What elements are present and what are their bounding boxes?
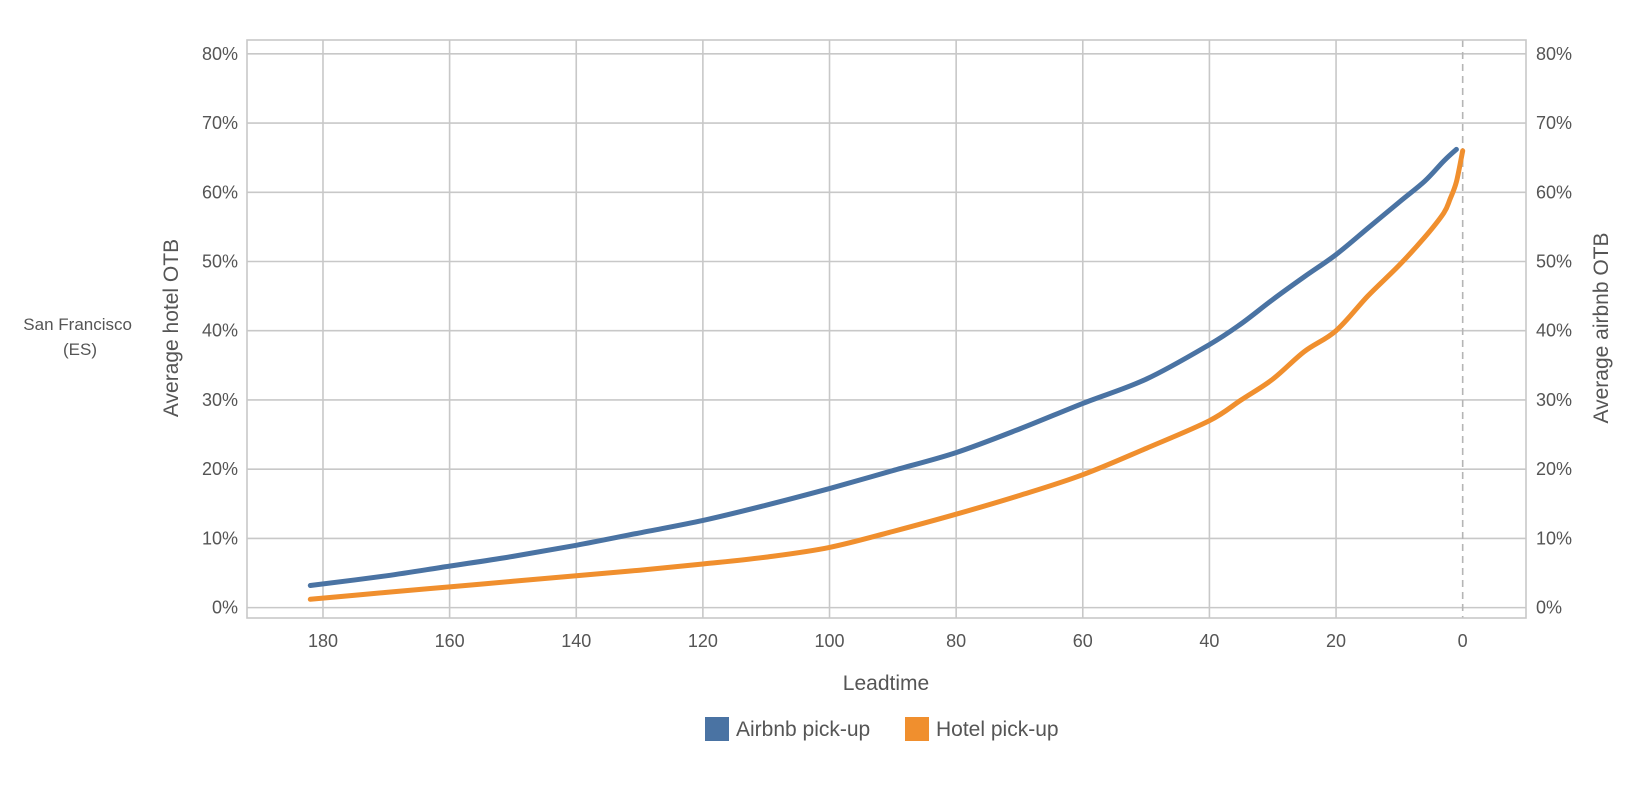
y-tick-label-left: 60% [202, 182, 238, 202]
x-tick-label: 160 [435, 631, 465, 651]
y-tick-label-left: 10% [202, 528, 238, 548]
series-line-hotel [307, 148, 1466, 602]
y-tick-label-right: 50% [1536, 252, 1572, 272]
y-tick-label-right: 30% [1536, 390, 1572, 410]
y-tick-label-left: 70% [202, 113, 238, 133]
y-axis-title-right: Average airbnb OTB [1590, 232, 1613, 423]
y-tick-label-left: 0% [212, 598, 238, 618]
legend-swatch-airbnb [705, 717, 729, 741]
y-tick-label-left: 20% [202, 459, 238, 479]
y-tick-label-right: 0% [1536, 598, 1562, 618]
x-tick-label: 140 [561, 631, 591, 651]
x-tick-label: 60 [1073, 631, 1093, 651]
legend-label-hotel: Hotel pick-up [936, 718, 1059, 741]
y-tick-label-right: 70% [1536, 113, 1572, 133]
x-tick-label: 80 [946, 631, 966, 651]
y-tick-label-left: 30% [202, 390, 238, 410]
x-axis-title: Leadtime [843, 672, 929, 695]
side-label: San Francisco (ES) [23, 315, 136, 359]
y-tick-label-right: 80% [1536, 44, 1572, 64]
legend-swatch-hotel [905, 717, 929, 741]
series-line-airbnb [307, 146, 1459, 588]
x-tick-label: 180 [308, 631, 338, 651]
tick-labels: 0% 0% 10% 10% 20% 20% 30% 30% 40% 40% 50% 50% 60% 60%… [202, 44, 1572, 651]
plot-frame [246, 39, 1527, 619]
y-tick-label-left: 40% [202, 321, 238, 341]
y-tick-label-left: 50% [202, 252, 238, 272]
y-tick-label-right: 20% [1536, 459, 1572, 479]
x-tick-label: 120 [688, 631, 718, 651]
y-axis-title-left: Average hotel OTB [160, 239, 183, 417]
y-tick-label-right: 60% [1536, 182, 1572, 202]
x-tick-label: 20 [1326, 631, 1346, 651]
x-tick-label: 0 [1458, 631, 1468, 651]
y-tick-label-right: 10% [1536, 528, 1572, 548]
x-tick-label: 100 [814, 631, 844, 651]
legend-label-airbnb: Airbnb pick-up [736, 718, 870, 741]
legend: Airbnb pick-up Hotel pick-up [705, 717, 1059, 741]
side-label-line-1: San Francisco [23, 315, 132, 334]
series-layer [307, 146, 1466, 602]
y-tick-label-right: 40% [1536, 321, 1572, 341]
x-tick-label: 40 [1199, 631, 1219, 651]
y-tick-label-left: 80% [202, 44, 238, 64]
side-label-line-2: (ES) [63, 340, 97, 359]
